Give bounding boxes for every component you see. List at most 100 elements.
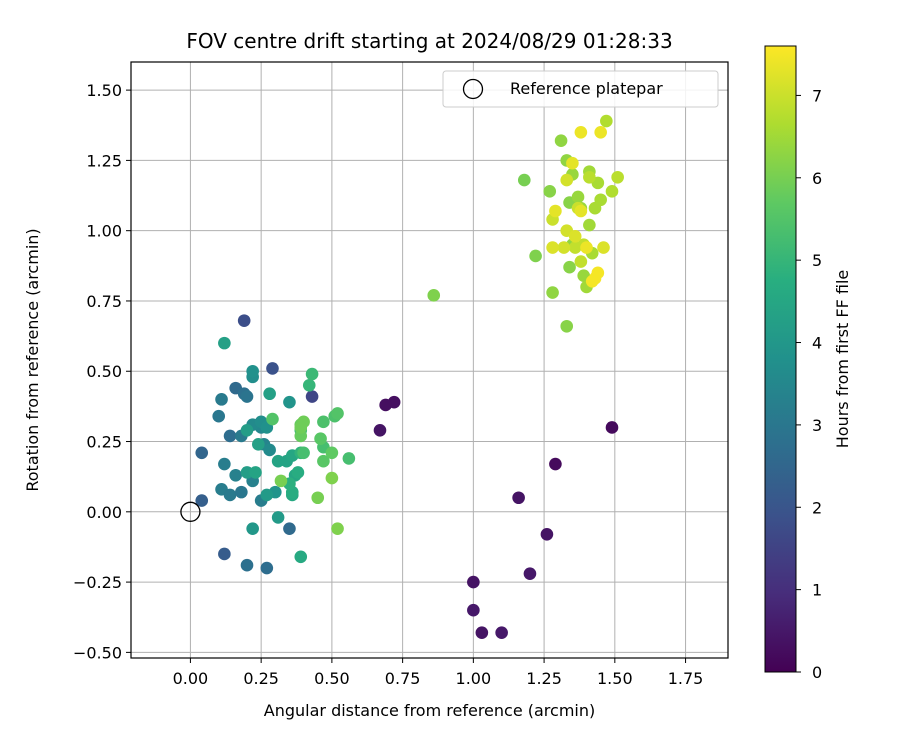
data-point bbox=[331, 407, 344, 420]
x-tick-label: 0.00 bbox=[173, 669, 209, 688]
data-point bbox=[240, 423, 254, 437]
plot-frame bbox=[130, 61, 729, 659]
data-point bbox=[260, 488, 274, 502]
colorbar-tick-label: 7 bbox=[812, 86, 822, 105]
data-point bbox=[342, 452, 356, 465]
x-tick-label: 1.75 bbox=[668, 669, 704, 688]
data-point bbox=[218, 457, 231, 471]
x-tick-label: 1.50 bbox=[597, 669, 633, 688]
legend-marker-icon bbox=[462, 78, 484, 100]
data-point bbox=[566, 156, 579, 170]
y-tick-label: −0.25 bbox=[73, 573, 122, 592]
data-point bbox=[246, 364, 259, 378]
data-point bbox=[467, 603, 480, 617]
data-point bbox=[560, 173, 574, 187]
data-point bbox=[594, 193, 607, 207]
data-point bbox=[317, 454, 330, 468]
data-point bbox=[317, 415, 330, 429]
data-point bbox=[223, 488, 237, 502]
colorbar: 0 1 2 3 4 5 6 7 Hours from first FF file bbox=[764, 45, 852, 682]
data-point bbox=[218, 547, 231, 561]
data-point bbox=[195, 446, 209, 460]
data-point bbox=[305, 390, 319, 403]
data-point bbox=[283, 522, 296, 535]
data-point bbox=[215, 393, 228, 406]
x-axis-label: Angular distance from reference (arcmin) bbox=[264, 701, 595, 720]
data-point bbox=[523, 567, 537, 580]
x-axis-ticks: 0.00 0.25 0.50 0.75 1.00 1.25 1.50 1.75 bbox=[173, 658, 704, 688]
data-point bbox=[373, 423, 387, 437]
colorbar-tick-label: 0 bbox=[812, 663, 822, 682]
y-tick-label: 1.50 bbox=[86, 81, 122, 100]
x-tick-label: 1.00 bbox=[456, 669, 492, 688]
chart-title: FOV centre drift starting at 2024/08/29 … bbox=[186, 29, 672, 53]
data-point bbox=[597, 241, 610, 254]
data-point bbox=[246, 522, 259, 535]
data-point bbox=[568, 241, 582, 254]
data-point bbox=[314, 432, 327, 446]
data-point bbox=[574, 204, 588, 218]
y-tick-label: 1.00 bbox=[86, 222, 122, 241]
data-point bbox=[605, 421, 619, 434]
data-point bbox=[563, 260, 576, 274]
y-tick-label: 1.25 bbox=[86, 151, 122, 170]
y-tick-label: 0.00 bbox=[86, 503, 122, 522]
data-point bbox=[557, 241, 571, 254]
reference-marker-group bbox=[180, 501, 201, 522]
colorbar-tick-label: 1 bbox=[812, 581, 822, 600]
data-point bbox=[600, 114, 613, 128]
data-point bbox=[568, 230, 582, 243]
data-point bbox=[331, 522, 344, 535]
data-point bbox=[266, 362, 279, 375]
data-point bbox=[574, 255, 588, 268]
data-point bbox=[325, 446, 339, 460]
data-point bbox=[549, 204, 562, 218]
data-point bbox=[512, 491, 525, 505]
data-point bbox=[583, 218, 596, 232]
y-axis-label: Rotation from reference (arcmin) bbox=[23, 228, 42, 491]
data-point bbox=[325, 471, 339, 485]
data-point bbox=[294, 421, 308, 434]
data-point bbox=[583, 170, 596, 184]
data-point bbox=[294, 550, 308, 564]
data-points bbox=[195, 114, 624, 639]
legend-box bbox=[442, 70, 719, 108]
data-point bbox=[297, 446, 310, 460]
colorbar-tick-label: 4 bbox=[812, 334, 822, 353]
colorbar-gradient bbox=[764, 45, 797, 673]
data-point bbox=[218, 336, 231, 350]
colorbar-tick-label: 5 bbox=[812, 251, 822, 270]
x-tick-label: 1.25 bbox=[526, 669, 562, 688]
data-point bbox=[229, 468, 242, 482]
data-point bbox=[305, 367, 319, 381]
data-point bbox=[237, 314, 251, 327]
x-tick-label: 0.75 bbox=[385, 669, 421, 688]
data-point bbox=[546, 241, 559, 254]
data-point bbox=[266, 412, 279, 426]
data-point bbox=[605, 185, 619, 198]
data-point bbox=[379, 398, 392, 412]
data-point bbox=[263, 387, 276, 401]
data-point bbox=[274, 474, 288, 488]
x-tick-label: 0.50 bbox=[314, 669, 350, 688]
data-point bbox=[529, 249, 542, 263]
data-point bbox=[252, 438, 265, 451]
data-point bbox=[223, 429, 237, 443]
data-point bbox=[467, 575, 480, 589]
data-point bbox=[291, 466, 305, 479]
data-point bbox=[560, 319, 574, 333]
data-point bbox=[588, 272, 602, 285]
grid-lines bbox=[131, 62, 728, 658]
data-point bbox=[249, 466, 262, 479]
data-point bbox=[240, 390, 254, 403]
data-point bbox=[260, 561, 274, 575]
y-tick-label: 0.50 bbox=[86, 362, 122, 381]
colorbar-tick-label: 6 bbox=[812, 169, 822, 188]
data-point bbox=[427, 289, 441, 302]
data-point bbox=[611, 170, 624, 184]
data-point bbox=[540, 528, 554, 541]
x-tick-label: 0.25 bbox=[243, 669, 279, 688]
data-point bbox=[546, 286, 559, 299]
data-point bbox=[574, 125, 588, 139]
